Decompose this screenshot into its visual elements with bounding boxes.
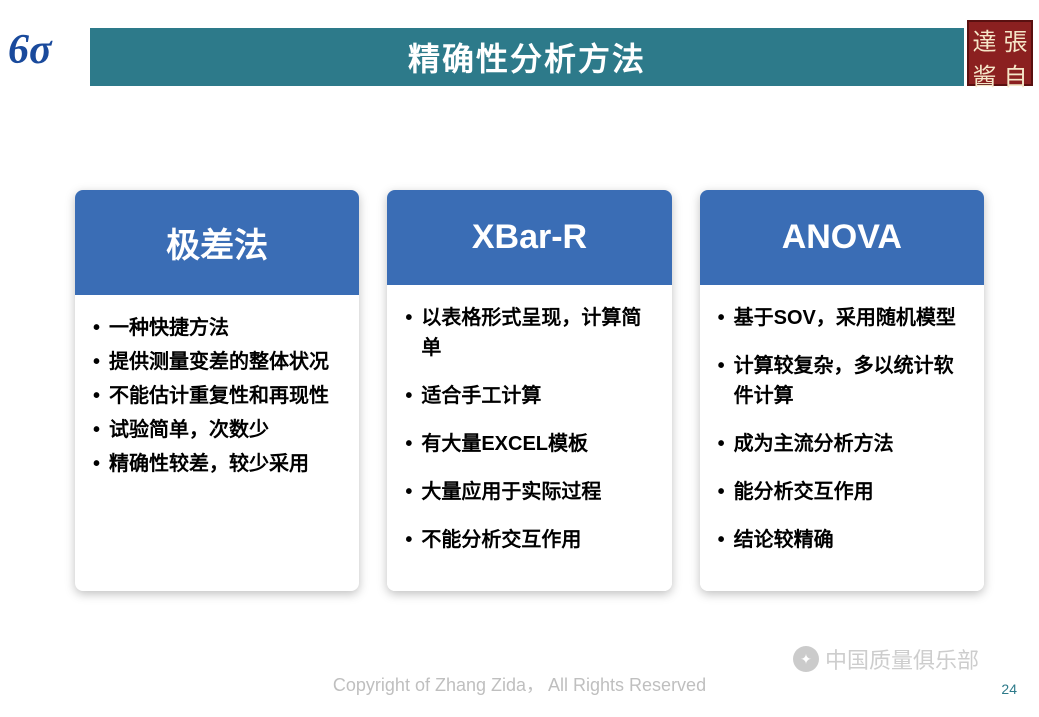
wechat-icon: ✦ [793, 646, 819, 672]
card-title: XBar-R [387, 190, 671, 285]
six-sigma-logo: 6σ [8, 26, 52, 74]
watermark: ✦ 中国质量俱乐部 [793, 643, 979, 675]
stamp-char: 自 [1000, 57, 1031, 92]
list-item: 有大量EXCEL模板 [405, 429, 657, 459]
list-item: 大量应用于实际过程 [405, 477, 657, 507]
stamp-char: 酱 [969, 57, 1000, 92]
list-item: 提供测量变差的整体状况 [93, 347, 345, 377]
stamp-char: 張 [1000, 22, 1031, 57]
card-body: 一种快捷方法 提供测量变差的整体状况 不能估计重复性和再现性 试验简单，次数少 … [75, 295, 359, 501]
list-item: 不能估计重复性和再现性 [93, 381, 345, 411]
list-item: 成为主流分析方法 [718, 429, 970, 459]
stamp-char: 達 [969, 22, 1000, 57]
list-item: 精确性较差，较少采用 [93, 449, 345, 479]
watermark-text: 中国质量俱乐部 [825, 643, 979, 675]
card-range-method: 极差法 一种快捷方法 提供测量变差的整体状况 不能估计重复性和再现性 试验简单，… [75, 190, 359, 591]
list-item: 适合手工计算 [405, 381, 657, 411]
method-cards-row: 极差法 一种快捷方法 提供测量变差的整体状况 不能估计重复性和再现性 试验简单，… [75, 190, 984, 591]
card-title: 极差法 [75, 190, 359, 295]
list-item: 能分析交互作用 [718, 477, 970, 507]
card-xbar-r: XBar-R 以表格形式呈现，计算简单 适合手工计算 有大量EXCEL模板 大量… [387, 190, 671, 591]
card-title: ANOVA [700, 190, 984, 285]
list-item: 一种快捷方法 [93, 313, 345, 343]
page-title: 精确性分析方法 [408, 34, 646, 80]
list-item: 结论较精确 [718, 525, 970, 555]
card-anova: ANOVA 基于SOV，采用随机模型 计算较复杂，多以统计软件计算 成为主流分析… [700, 190, 984, 591]
card-body: 基于SOV，采用随机模型 计算较复杂，多以统计软件计算 成为主流分析方法 能分析… [700, 285, 984, 591]
page-number: 24 [1001, 681, 1017, 697]
list-item: 以表格形式呈现，计算简单 [405, 303, 657, 363]
seal-stamp: 達 張 酱 自 [967, 20, 1033, 86]
title-bar: 精确性分析方法 [90, 28, 964, 86]
list-item: 不能分析交互作用 [405, 525, 657, 555]
list-item: 计算较复杂，多以统计软件计算 [718, 351, 970, 411]
list-item: 试验简单，次数少 [93, 415, 345, 445]
list-item: 基于SOV，采用随机模型 [718, 303, 970, 333]
card-body: 以表格形式呈现，计算简单 适合手工计算 有大量EXCEL模板 大量应用于实际过程… [387, 285, 671, 591]
